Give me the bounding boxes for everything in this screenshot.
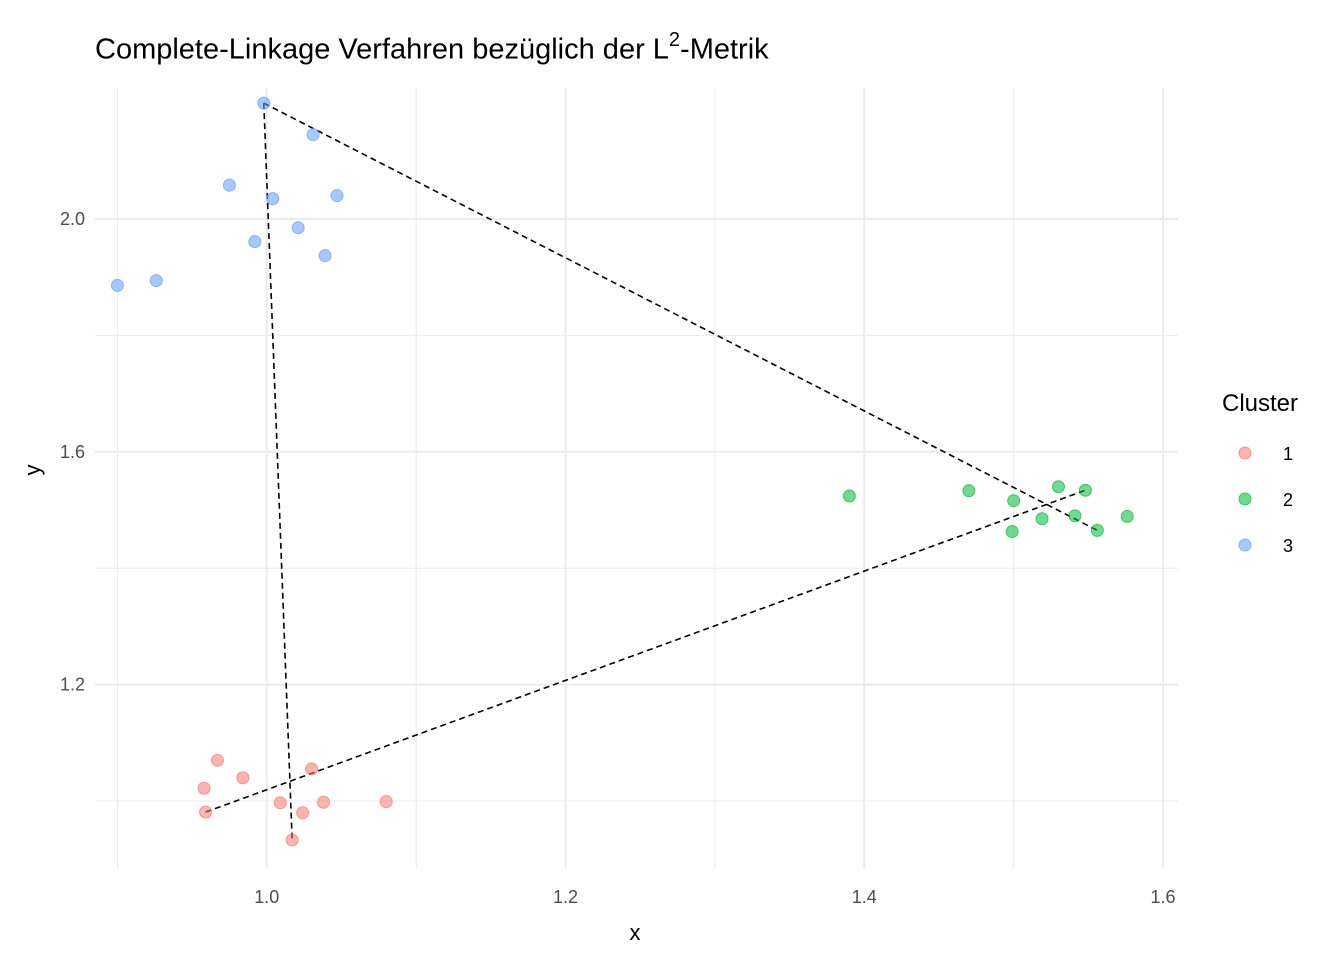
cluster-1-point — [210, 753, 224, 767]
x-tick-label: 1.4 — [852, 887, 877, 907]
cluster-3-point — [248, 235, 262, 249]
chart-title-main: Complete-Linkage Verfahren bezüglich der… — [95, 33, 669, 66]
linkage-line — [205, 489, 1086, 813]
cluster-2-point — [1078, 483, 1092, 497]
cluster-1-point — [273, 796, 287, 810]
cluster-1-point — [296, 806, 310, 820]
legend-label-3: 3 — [1283, 536, 1293, 556]
cluster-3-point — [110, 278, 124, 292]
chart-title-superscript: 2 — [668, 29, 681, 51]
major-gridlines — [95, 88, 1178, 868]
cluster-2-point — [1068, 509, 1082, 523]
y-tick-label: 1.2 — [60, 675, 85, 695]
y-axis-label: y — [20, 465, 45, 476]
cluster-2-point — [1005, 525, 1019, 539]
minor-gridlines — [95, 88, 1178, 868]
y-axis-ticks: 1.2 1.6 2.0 — [60, 209, 85, 695]
cluster-1-point — [285, 833, 299, 847]
legend-key-1 — [1238, 446, 1252, 460]
cluster-3-point — [257, 96, 271, 110]
linkage-line — [262, 103, 293, 841]
y-tick-label: 1.6 — [60, 442, 85, 462]
legend: Cluster 1 2 3 — [1222, 390, 1298, 556]
chart-title: Complete-Linkage Verfahren bezüglich der… — [95, 22, 769, 70]
legend-label-1: 1 — [1283, 444, 1293, 464]
x-tick-label: 1.0 — [254, 887, 279, 907]
cluster-3-point — [330, 189, 344, 203]
legend-key-3 — [1238, 538, 1252, 552]
cluster-1-point — [317, 795, 331, 809]
cluster-1-point — [379, 795, 393, 809]
cluster-3-point — [266, 192, 280, 206]
cluster-3-point — [149, 274, 163, 288]
cluster-2-point — [1120, 509, 1134, 523]
cluster-1-point — [197, 781, 211, 795]
legend-key-2 — [1238, 492, 1252, 506]
cluster-1-point — [236, 771, 250, 785]
cluster-2-point — [1007, 494, 1021, 508]
cluster-3-point — [306, 128, 320, 142]
cluster-3-point — [222, 178, 236, 192]
cluster-2-point — [1090, 523, 1104, 537]
x-axis-label: x — [630, 920, 641, 945]
chart-title-end: -Metrik — [680, 33, 769, 66]
cluster-3-point — [318, 249, 332, 263]
cluster-3-point — [291, 221, 305, 235]
x-tick-label: 1.2 — [553, 887, 578, 907]
x-tick-label: 1.6 — [1151, 887, 1176, 907]
x-axis-ticks: 1.0 1.2 1.4 1.6 — [254, 887, 1175, 907]
data-points — [110, 96, 1134, 847]
cluster-1-point — [199, 805, 213, 819]
linkage-lines — [205, 102, 1098, 841]
cluster-2-point — [962, 484, 976, 498]
cluster-2-point — [1051, 480, 1065, 494]
cluster-2-point — [1035, 512, 1049, 526]
cluster-1-point — [305, 762, 319, 776]
legend-label-2: 2 — [1283, 490, 1293, 510]
y-tick-label: 2.0 — [60, 209, 85, 229]
cluster-2-point — [842, 489, 856, 503]
legend-title: Cluster — [1222, 390, 1298, 417]
linkage-line — [263, 102, 1098, 532]
